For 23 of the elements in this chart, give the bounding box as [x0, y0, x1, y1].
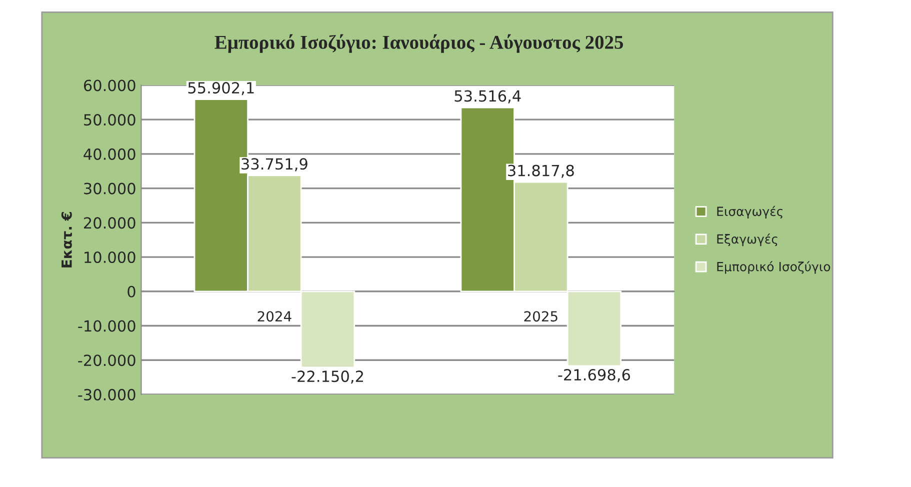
y-tick-label: 10.000: [84, 251, 136, 264]
y-tick-label: 20.000: [84, 217, 136, 229]
y-tick-label: -30.000: [78, 388, 136, 400]
data-label: 33.751,9: [242, 158, 308, 172]
legend-label: Εμπορικό Ισοζύγιο: [717, 261, 830, 274]
y-tick-label: -10.000: [78, 320, 136, 332]
y-tick-label: 50.000: [84, 114, 136, 126]
legend-label: Εξαγωγές: [717, 234, 778, 246]
legend-label: Εισαγωγές: [717, 206, 782, 219]
y-tick-label: 40.000: [84, 148, 136, 160]
y-tick-label: 30.000: [84, 182, 136, 194]
data-label: 55.902,1: [188, 82, 254, 96]
y-axis-title: Εκατ. €: [61, 212, 72, 268]
chart-title: Εμπορικό Ισοζύγιο: Ιανουάριος - Αύγουστος 2025: [214, 34, 624, 53]
data-label: 53.516,4: [454, 90, 521, 104]
data-label: -21.698,6: [558, 368, 630, 382]
y-tick-label: -20.000: [78, 354, 136, 366]
y-tick-label: 0: [128, 286, 136, 298]
x-tick-label: 2025: [524, 311, 558, 322]
y-tick-label: 60.000: [84, 80, 136, 92]
x-tick-label: 2024: [258, 311, 292, 322]
data-label: 31.817,8: [508, 164, 574, 178]
data-label: -22.150,2: [292, 370, 363, 384]
